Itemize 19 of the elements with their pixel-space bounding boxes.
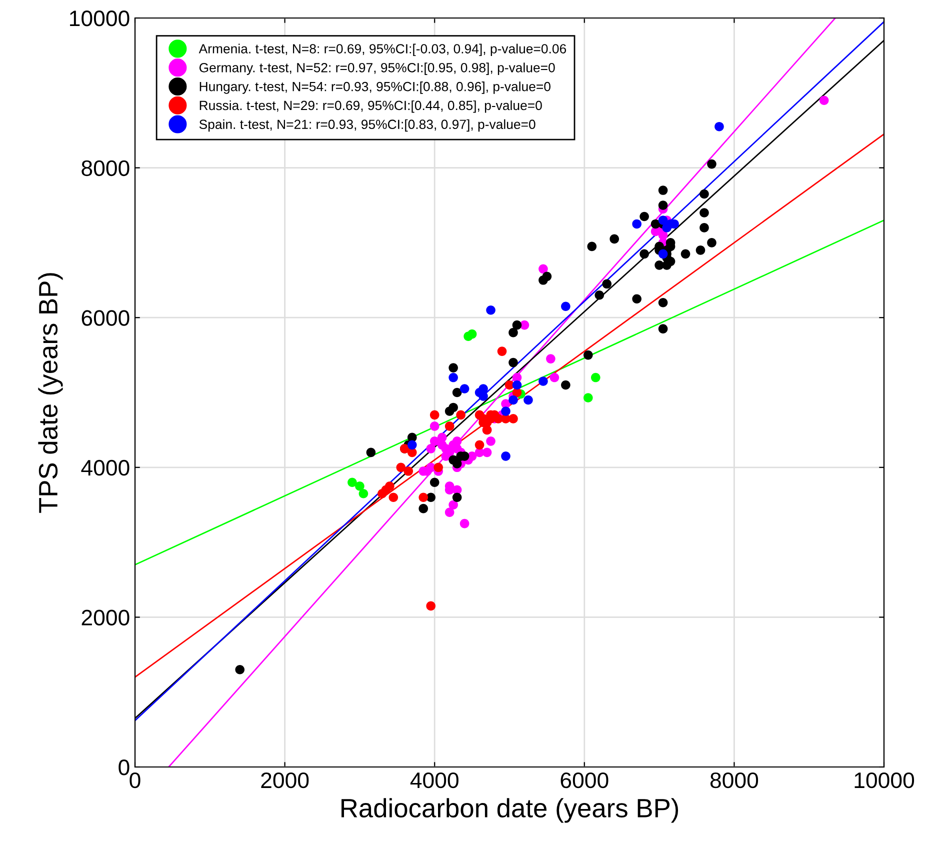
legend-label: Armenia. t-test, N=8: r=0.69, 95%CI:[-0.03, 0.94], p-value=0.06 bbox=[198, 44, 566, 56]
y-tick-label: 2000 bbox=[82, 610, 130, 626]
legend-label: Hungary. t-test, N=54: r=0.93, 95%CI:[0.88, 0.96], p-value=0 bbox=[200, 82, 550, 94]
x-tick-label: 10000 bbox=[854, 772, 914, 788]
legend-label: Spain. t-test, N=21: r=0.93, 95%CI:[0.83, 0.97], p-value=0 bbox=[199, 119, 536, 132]
y-tick-label: 4000 bbox=[81, 460, 130, 476]
x-tick-label: 0 bbox=[130, 772, 140, 788]
x-tick-label: 4000 bbox=[410, 772, 458, 788]
legend-label: Russia. t-test, N=29: r=0.69, 95%CI:[0.44, 0.85], p-value=0 bbox=[200, 100, 542, 113]
x-tick-label: 2000 bbox=[261, 772, 309, 788]
x-axis-title: Radiocarbon date (years BP) bbox=[342, 798, 678, 823]
y-axis-title: TPS date (years BP) bbox=[38, 273, 63, 513]
x-tick-label: 6000 bbox=[560, 772, 608, 788]
x-tick-label: 8000 bbox=[710, 772, 758, 788]
y-tick-label: 10000 bbox=[70, 10, 130, 26]
legend-label: Germany. t-test, N=52: r=0.97, 95%CI:[0.95, 0.98], p-value=0 bbox=[199, 62, 555, 75]
y-tick-label: 8000 bbox=[82, 160, 130, 176]
y-tick-label: 0 bbox=[118, 760, 130, 776]
y-tick-label: 6000 bbox=[82, 310, 130, 326]
